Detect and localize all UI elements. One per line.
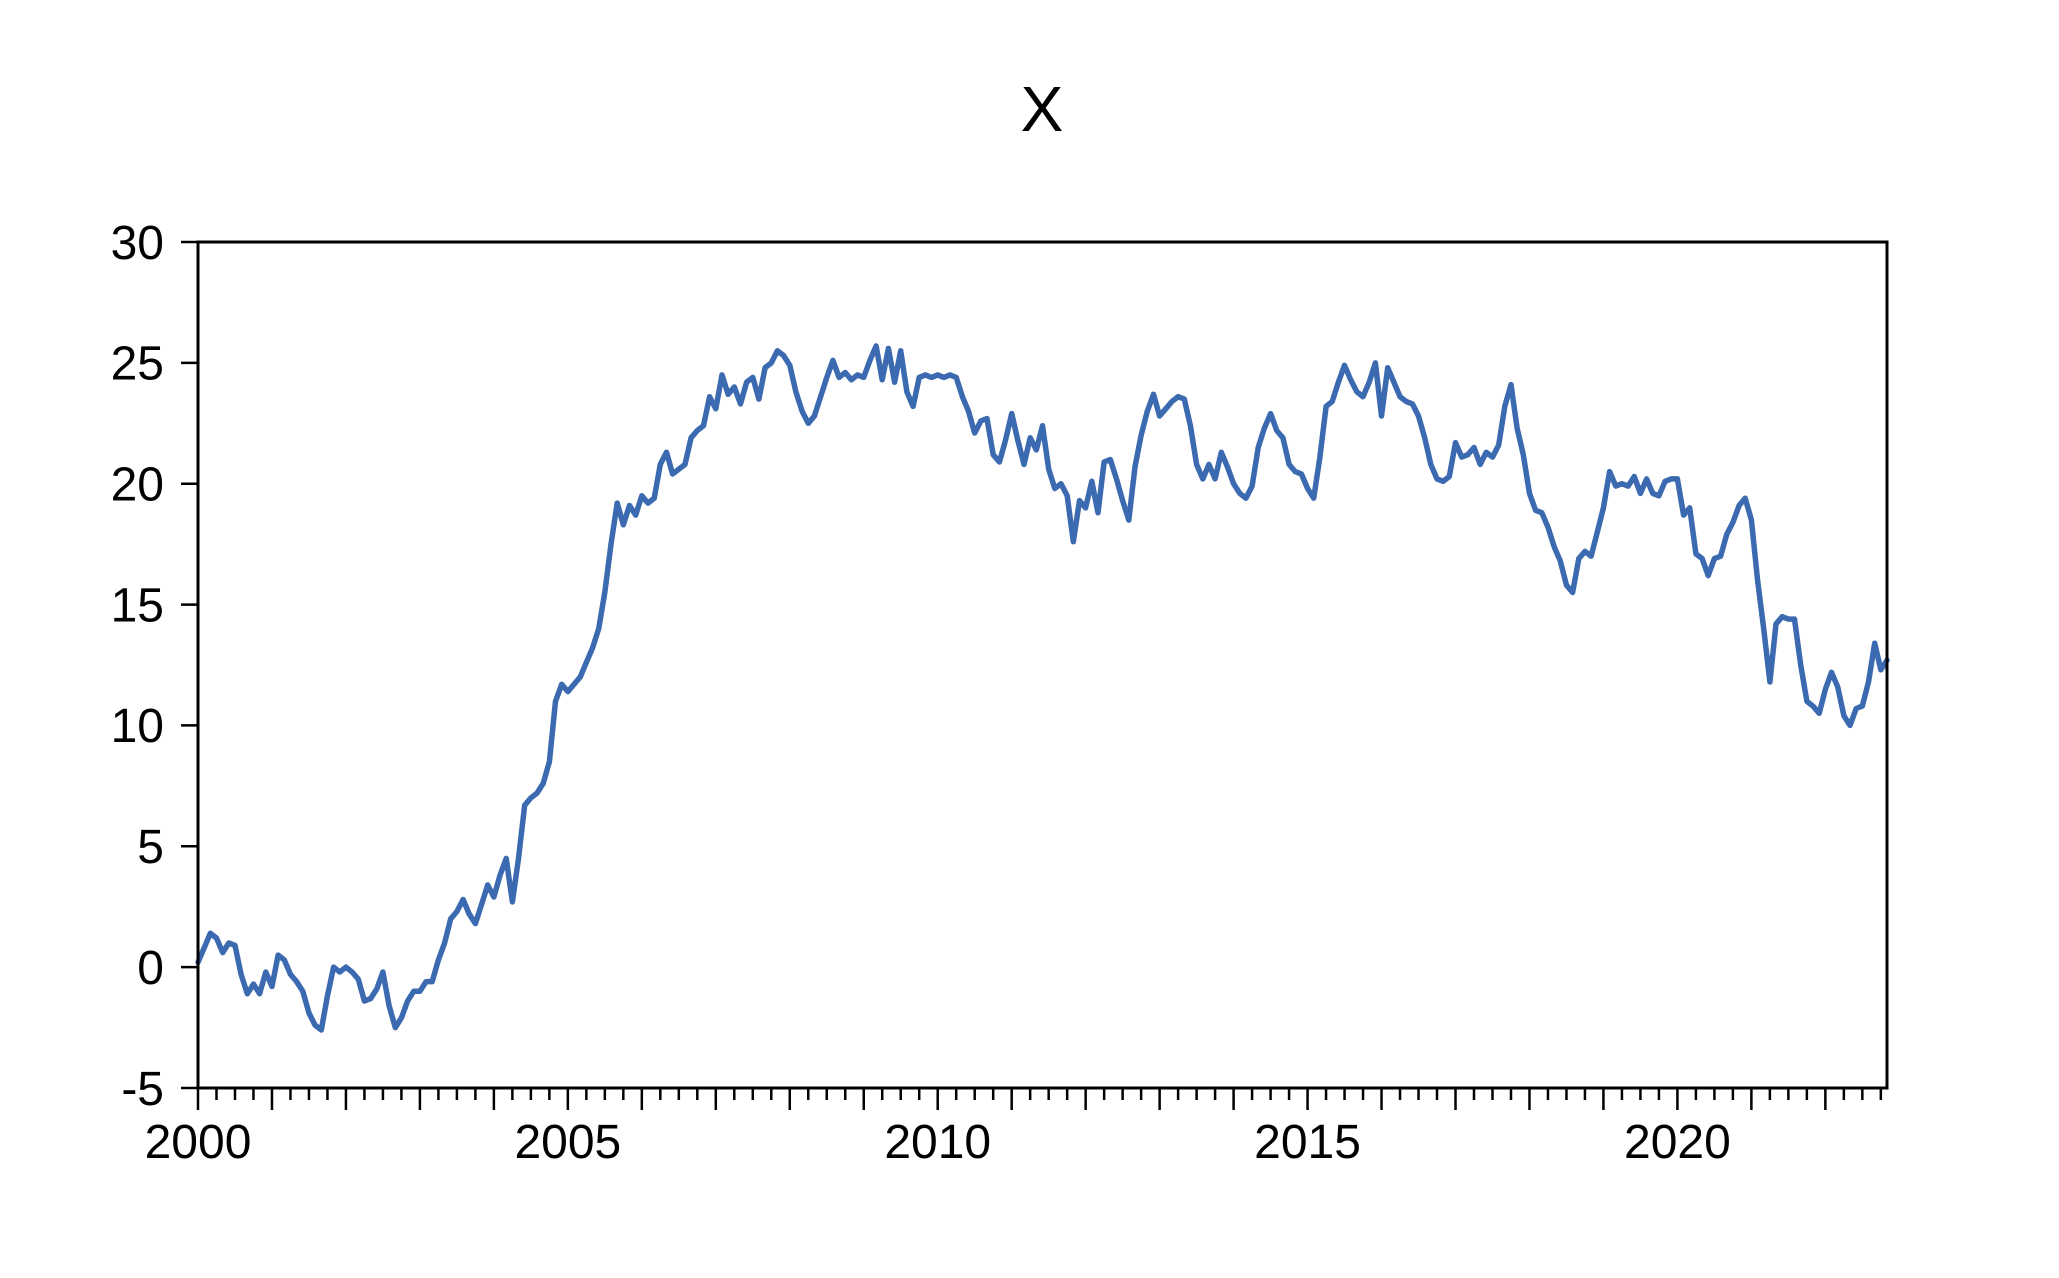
x-axis-tick-label: 2000 bbox=[145, 1116, 252, 1169]
x-axis-tick-label: 2015 bbox=[1254, 1116, 1361, 1169]
y-axis-tick-label: -5 bbox=[121, 1063, 164, 1116]
x-axis-tick-label: 2020 bbox=[1624, 1116, 1731, 1169]
y-axis-tick-label: 30 bbox=[111, 217, 164, 270]
x-axis-tick-label: 2010 bbox=[884, 1116, 991, 1169]
y-axis-tick-label: 0 bbox=[137, 942, 164, 995]
chart-title: X bbox=[1020, 73, 1065, 145]
y-axis-tick-label: 10 bbox=[111, 700, 164, 753]
plot-frame bbox=[196, 240, 1889, 1090]
y-axis-tick-label: 25 bbox=[111, 338, 164, 391]
y-axis-tick-label: 15 bbox=[111, 579, 164, 632]
x-axis-tick-label: 2005 bbox=[514, 1116, 621, 1169]
y-axis-tick-label: 5 bbox=[137, 821, 164, 874]
data-series-line bbox=[195, 343, 1890, 1033]
y-axis-tick-label: 20 bbox=[111, 459, 164, 512]
